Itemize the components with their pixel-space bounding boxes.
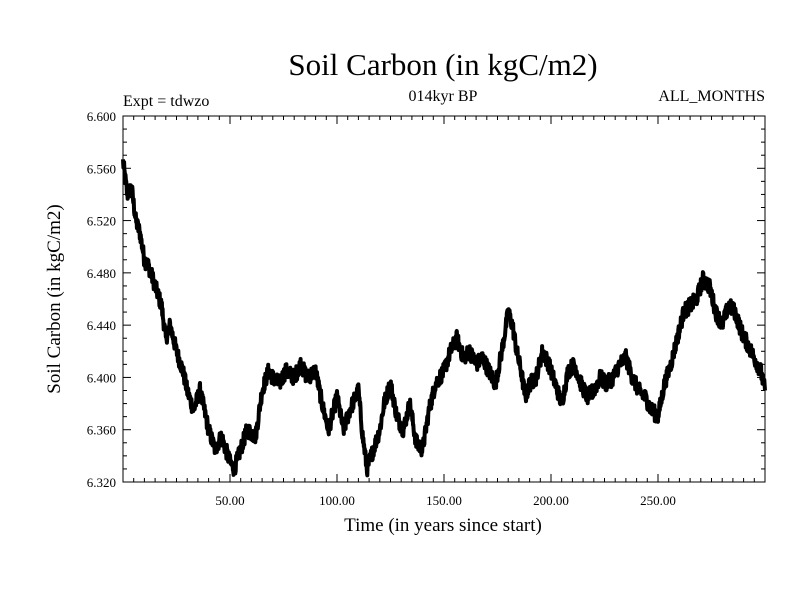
series-line [121, 159, 767, 478]
x-tick-label: 200.00 [533, 493, 569, 508]
x-axis-label: Time (in years since start) [344, 515, 542, 536]
y-axis-label: Soil Carbon (in kgC/m2) [44, 204, 65, 393]
x-axis: 50.00 100.00 150.00 200.00 250.00 [215, 116, 676, 508]
plot-frame [122, 115, 766, 483]
chart-title: Soil Carbon (in kgC/m2) [288, 47, 597, 82]
y-tick-label: 6.360 [87, 423, 116, 438]
y-tick-label: 6.320 [87, 475, 116, 490]
experiment-label: Expt = tdwzo [123, 93, 209, 110]
y-tick-label: 6.600 [87, 109, 116, 124]
months-label: ALL_MONTHS [658, 88, 765, 105]
y-tick-label: 6.440 [87, 318, 116, 333]
y-tick-label: 6.480 [87, 266, 116, 281]
y-tick-label: 6.520 [87, 214, 116, 229]
y-tick-label: 6.400 [87, 370, 116, 385]
minor-ticks [123, 116, 765, 482]
x-tick-label: 250.00 [640, 493, 676, 508]
y-axis: 6.320 6.360 6.400 6.440 6.480 6.520 6.560 6.600 [87, 109, 765, 490]
period-label: 014kyr BP [409, 88, 478, 105]
x-tick-label: 100.00 [319, 493, 355, 508]
y-tick-label: 6.560 [87, 161, 116, 176]
x-tick-label: 50.00 [215, 493, 244, 508]
x-tick-label: 150.00 [426, 493, 462, 508]
